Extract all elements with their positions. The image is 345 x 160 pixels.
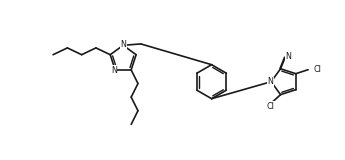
Text: Cl: Cl (313, 65, 321, 74)
Text: N: N (120, 40, 127, 49)
Text: N: N (286, 52, 292, 61)
Text: N: N (267, 77, 274, 86)
Text: Cl: Cl (267, 102, 275, 111)
Text: N: N (111, 66, 117, 75)
